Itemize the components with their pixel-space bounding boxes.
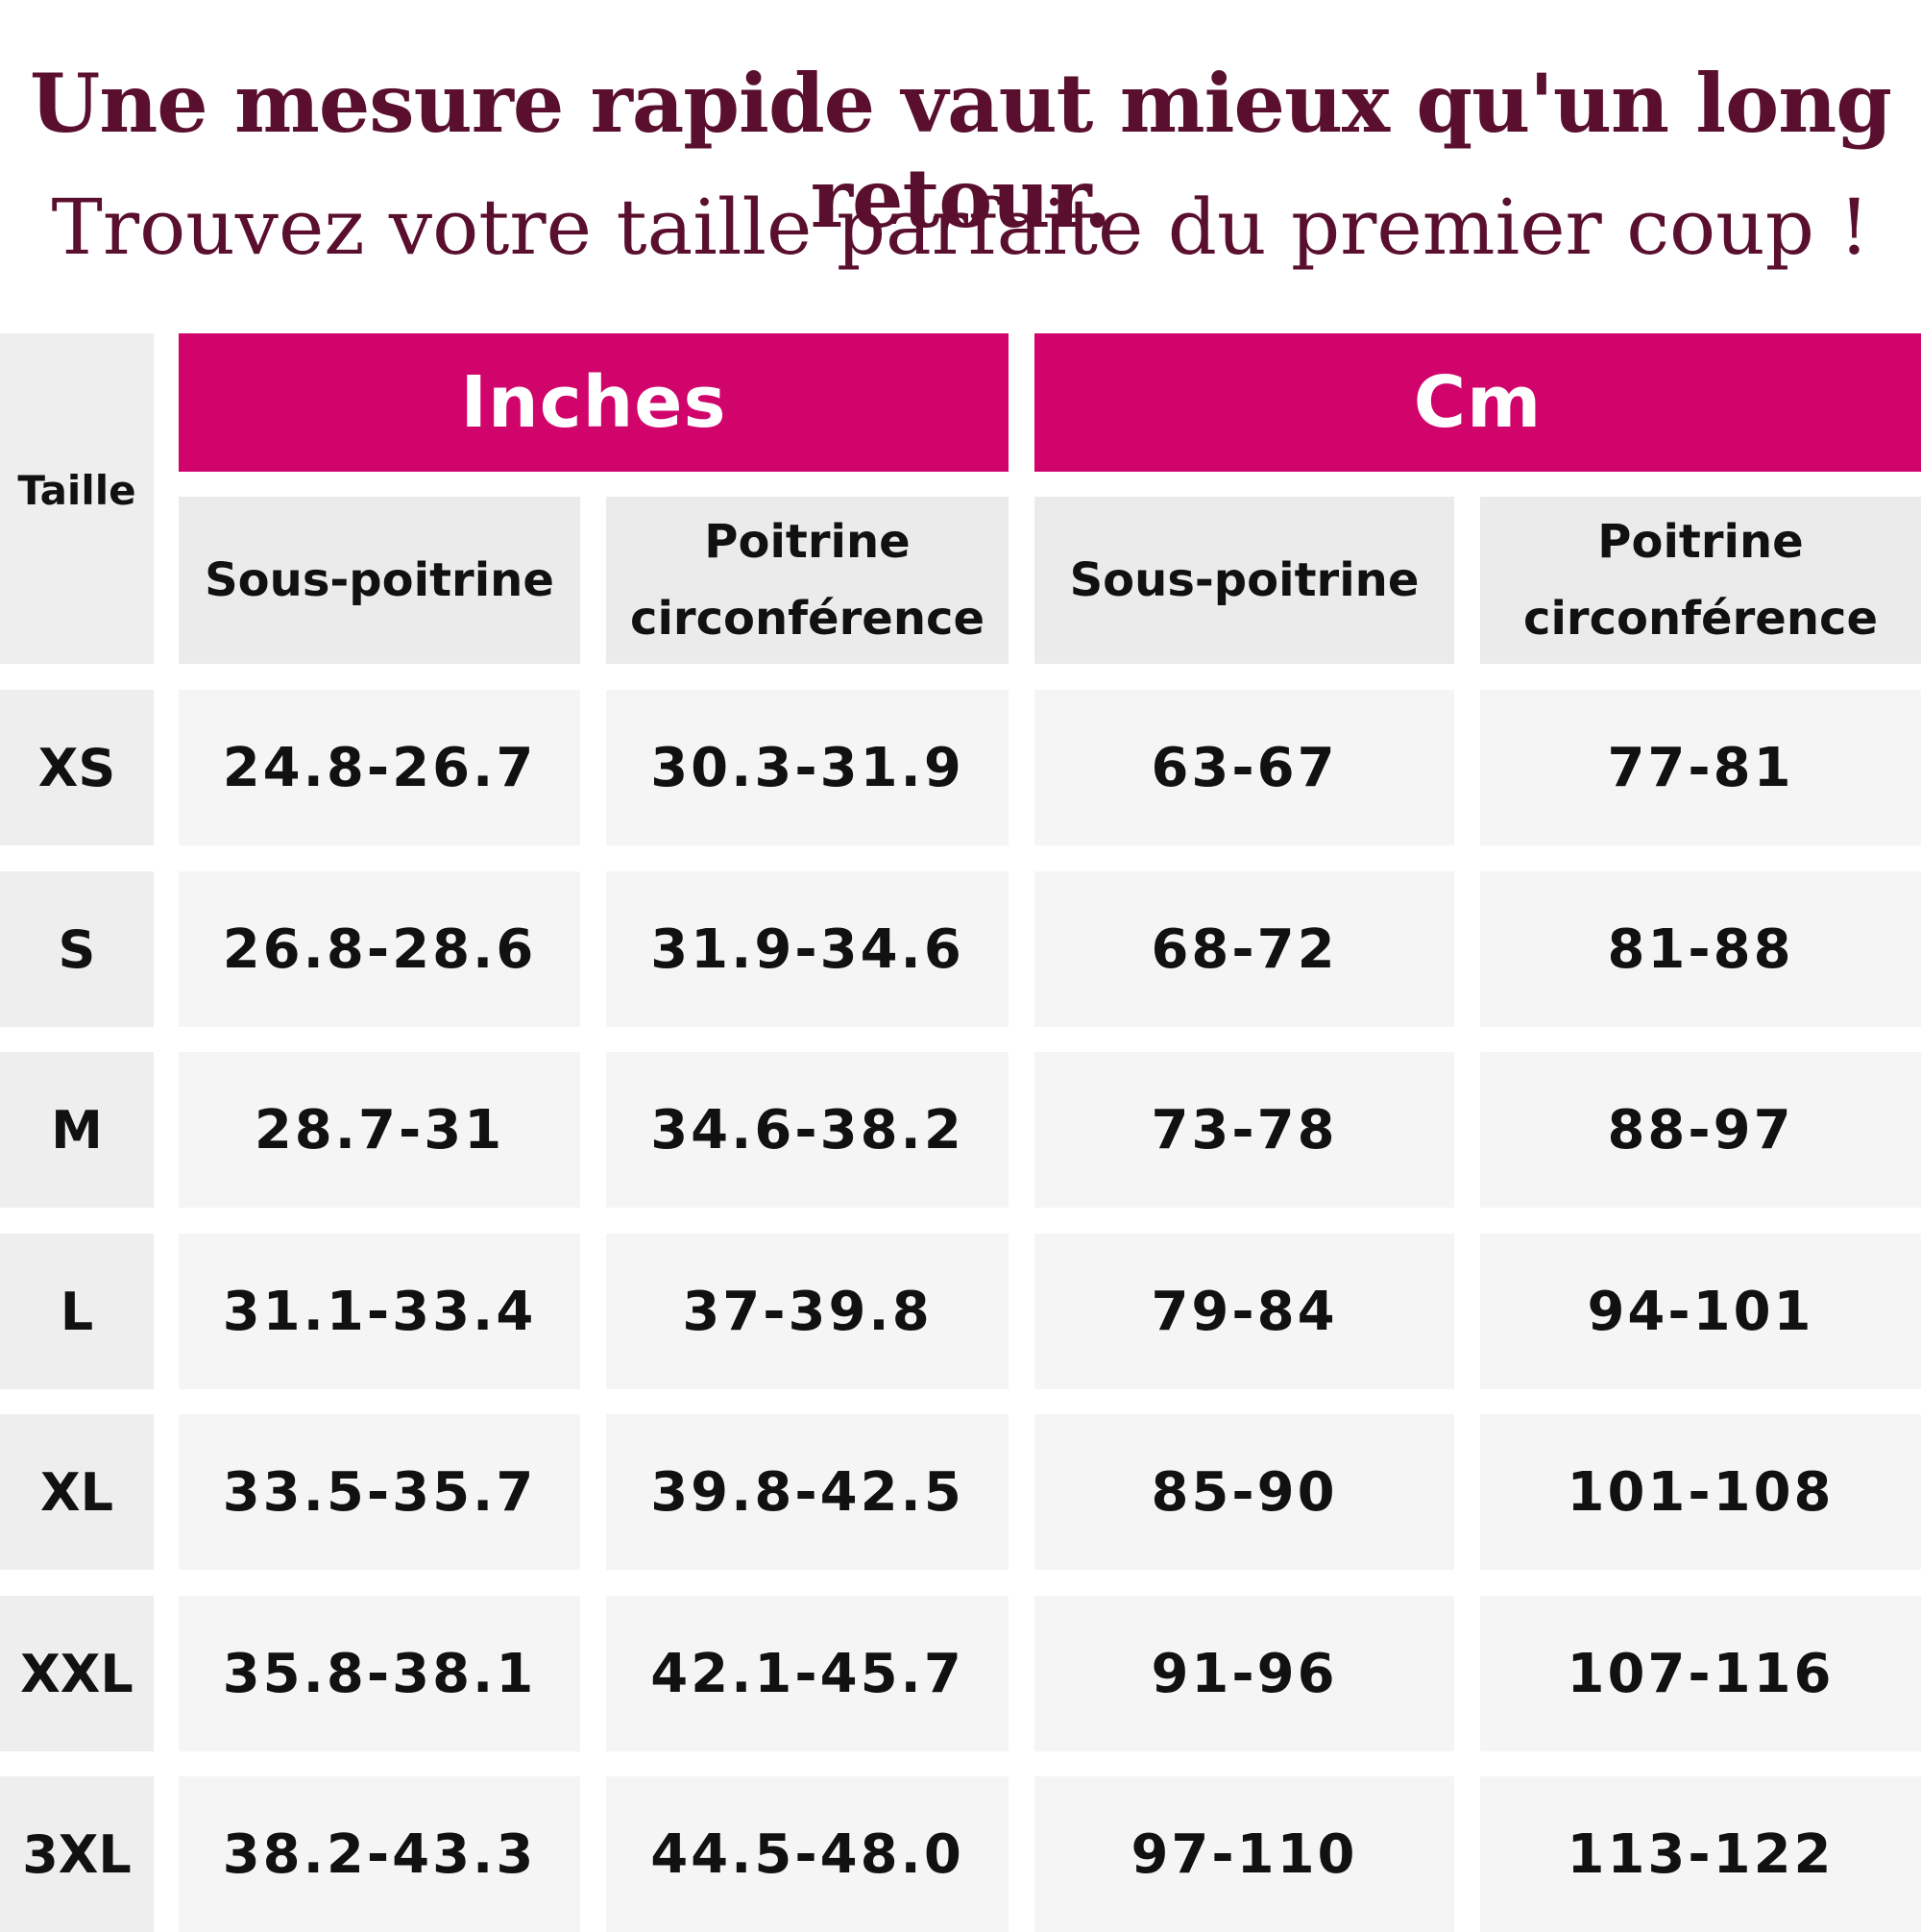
measurement-cell: 68-72 [1034,871,1454,1027]
measurement-cell: 31.1-33.4 [179,1234,580,1389]
group-header-cm: Cm [1034,333,1921,472]
column-header-bust-cm: Poitrine circonférence [1480,497,1921,664]
column-header-line1: Poitrine [704,515,911,569]
measurement-cell: 77-81 [1480,690,1921,845]
measurement-cell: 97-110 [1034,1776,1454,1932]
size-label: S [0,871,154,1027]
measurement-cell: 81-88 [1480,871,1921,1027]
size-label: XS [0,690,154,845]
measurement-cell: 91-96 [1034,1596,1454,1751]
measurement-cell: 44.5-48.0 [606,1776,1009,1932]
size-label: M [0,1052,154,1208]
measurement-cell: 24.8-26.7 [179,690,580,845]
column-header-bust-inches: Poitrine circonférence [606,497,1009,664]
size-column-header: Taille [0,333,154,664]
group-header-inches: Inches [179,333,1009,472]
measurement-cell: 85-90 [1034,1414,1454,1570]
measurement-cell: 37-39.8 [606,1234,1009,1389]
measurement-cell: 63-67 [1034,690,1454,845]
measurement-cell: 38.2-43.3 [179,1776,580,1932]
measurement-cell: 39.8-42.5 [606,1414,1009,1570]
page-title: Une mesure rapide vaut mieux qu'un long … [29,56,1892,246]
measurement-cell: 73-78 [1034,1052,1454,1208]
measurement-cell: 79-84 [1034,1234,1454,1389]
page-subtitle: Trouvez votre taille parfaite du premier… [51,183,1870,272]
measurement-cell: 33.5-35.7 [179,1414,580,1570]
measurement-cell: 30.3-31.9 [606,690,1009,845]
measurement-cell: 35.8-38.1 [179,1596,580,1751]
size-label: XXL [0,1596,154,1751]
measurement-cell: 31.9-34.6 [606,871,1009,1027]
measurement-cell: 26.8-28.6 [179,871,580,1027]
column-header-line2: circonférence [1522,592,1879,646]
column-header-line1: Sous-poitrine [1069,553,1420,607]
size-label: XL [0,1414,154,1570]
column-header-line1: Poitrine [1597,515,1804,569]
column-header-underbust-inches: Sous-poitrine [179,497,580,664]
column-header-line1: Sous-poitrine [205,553,554,607]
measurement-cell: 28.7-31 [179,1052,580,1208]
measurement-cell: 107-116 [1480,1596,1921,1751]
measurement-cell: 113-122 [1480,1776,1921,1932]
measurement-cell: 88-97 [1480,1052,1921,1208]
column-header-underbust-cm: Sous-poitrine [1034,497,1454,664]
size-label: L [0,1234,154,1389]
column-header-line2: circonférence [629,592,985,646]
measurement-cell: 101-108 [1480,1414,1921,1570]
measurement-cell: 94-101 [1480,1234,1921,1389]
size-label: 3XL [0,1776,154,1932]
measurement-cell: 34.6-38.2 [606,1052,1009,1208]
measurement-cell: 42.1-45.7 [606,1596,1009,1751]
